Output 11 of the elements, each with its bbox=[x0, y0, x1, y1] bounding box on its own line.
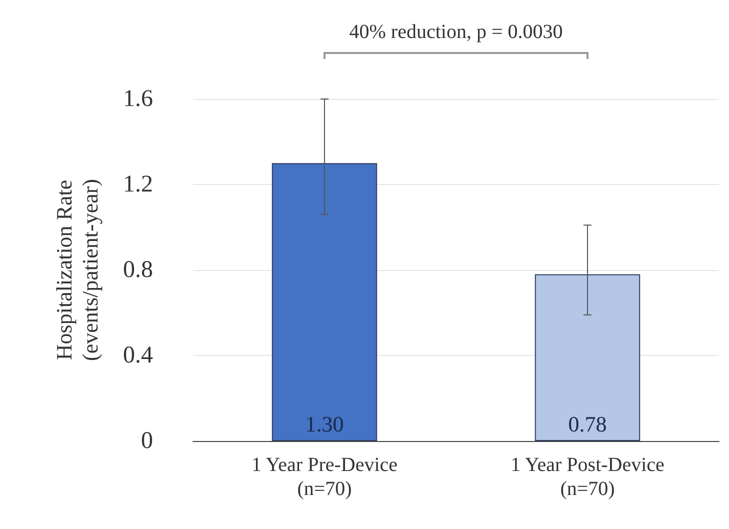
text: 40% reduction, p = 0.0030 bbox=[349, 21, 563, 43]
y-tick-label: 1.6 bbox=[123, 86, 153, 112]
x-tick-label: 1 Year Post-Device (n=70) bbox=[510, 454, 665, 500]
y-tick-label: 0.8 bbox=[123, 257, 153, 283]
x-tick-label: 1 Year Pre-Device (n=70) bbox=[251, 454, 398, 500]
data-label: 0.78 bbox=[568, 412, 607, 436]
y-tick-label: 0 bbox=[141, 428, 153, 454]
y-axis-title: Hospitalization Rate (events/patient-year) bbox=[52, 178, 102, 362]
y-tick-label: 1.2 bbox=[123, 172, 153, 198]
y-tick-label: 0.4 bbox=[123, 342, 153, 368]
data-label: 1.30 bbox=[305, 412, 344, 436]
